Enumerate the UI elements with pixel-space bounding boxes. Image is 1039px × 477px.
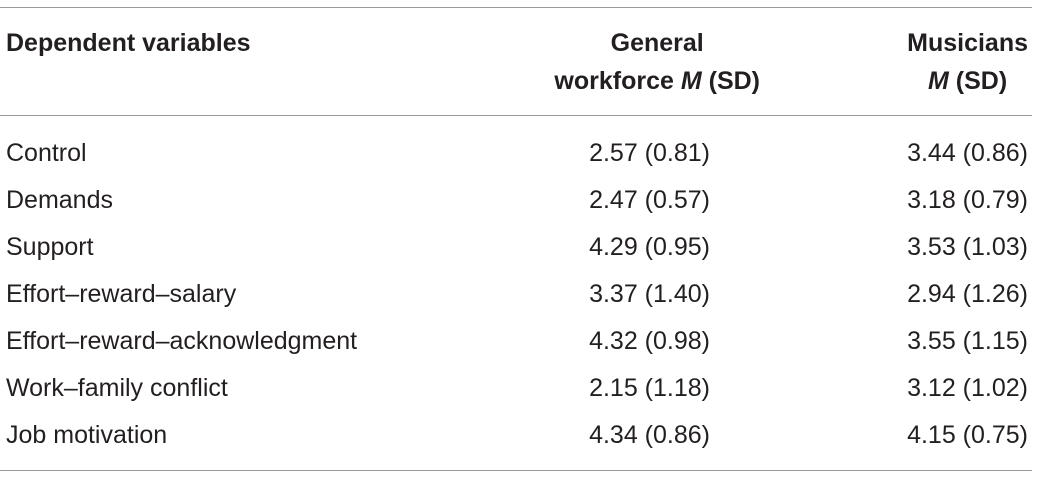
cell-general: 4.29 (0.95)	[589, 233, 710, 261]
cell-musicians: 2.94 (1.26)	[907, 280, 1028, 308]
header-col2-line2: workforce M (SD)	[554, 62, 760, 100]
table-row: Control 2.57 (0.81) 3.44 (0.86)	[0, 130, 1032, 177]
cell-general: 4.34 (0.86)	[589, 421, 710, 449]
table-row: Work–family conflict 2.15 (1.18) 3.12 (1…	[0, 365, 1032, 412]
header-rule	[0, 115, 1032, 116]
header-col2-mean-symbol: M	[680, 67, 702, 95]
cell-variable: Effort–reward–salary	[6, 280, 237, 308]
bottom-rule	[0, 470, 1032, 471]
header-col3-suffix: (SD)	[948, 67, 1008, 95]
cell-musicians: 3.18 (0.79)	[907, 186, 1028, 214]
table-row: Job motivation 4.34 (0.86) 4.15 (0.75)	[0, 412, 1032, 459]
cell-musicians: 3.12 (1.02)	[907, 374, 1028, 402]
header-col3-mean-symbol: M	[927, 67, 949, 95]
cell-variable: Demands	[6, 186, 113, 214]
table-row: Effort–reward–acknowledgment 4.32 (0.98)…	[0, 318, 1032, 365]
cell-musicians: 4.15 (0.75)	[907, 421, 1028, 449]
top-rule	[0, 7, 1032, 8]
cell-variable: Effort–reward–acknowledgment	[6, 327, 358, 355]
header-general-workforce: General workforce M (SD)	[554, 24, 760, 100]
header-col1-label: Dependent variables	[6, 29, 251, 57]
header-col2-suffix: (SD)	[701, 67, 760, 95]
header-col3-line2: M (SD)	[907, 62, 1028, 100]
table-row: Support 4.29 (0.95) 3.53 (1.03)	[0, 224, 1032, 271]
cell-general: 2.47 (0.57)	[589, 186, 710, 214]
cell-variable: Job motivation	[6, 421, 168, 449]
header-col3-line1: Musicians	[907, 29, 1028, 57]
table-header: Dependent variables General workforce M …	[0, 24, 1032, 104]
table-row: Effort–reward–salary 3.37 (1.40) 2.94 (1…	[0, 271, 1032, 318]
cell-musicians: 3.53 (1.03)	[907, 233, 1028, 261]
cell-variable: Work–family conflict	[6, 374, 228, 402]
cell-general: 4.32 (0.98)	[589, 327, 710, 355]
cell-general: 2.15 (1.18)	[589, 374, 710, 402]
cell-general: 3.37 (1.40)	[589, 280, 710, 308]
header-col2-line1: General	[610, 29, 704, 57]
cell-general: 2.57 (0.81)	[589, 139, 710, 167]
table-body: Control 2.57 (0.81) 3.44 (0.86) Demands …	[0, 130, 1032, 459]
cell-variable: Support	[6, 233, 94, 261]
cell-musicians: 3.55 (1.15)	[907, 327, 1028, 355]
header-col2-prefix: workforce	[554, 67, 681, 95]
header-musicians: Musicians M (SD)	[907, 24, 1028, 100]
cell-variable: Control	[6, 139, 87, 167]
table-row: Demands 2.47 (0.57) 3.18 (0.79)	[0, 177, 1032, 224]
cell-musicians: 3.44 (0.86)	[907, 139, 1028, 167]
header-dependent-variables: Dependent variables	[6, 24, 251, 62]
